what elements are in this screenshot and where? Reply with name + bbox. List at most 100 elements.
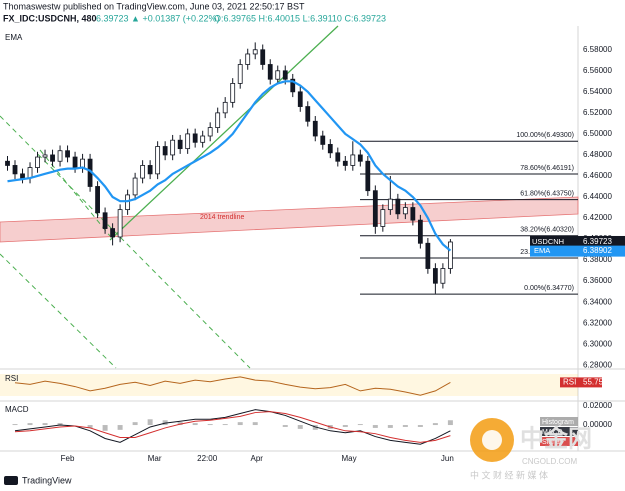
candle-body [417, 219, 423, 244]
fib-label: 78.60%(6.46191) [520, 165, 574, 172]
histogram-bar [417, 425, 423, 427]
candle-body [147, 165, 153, 175]
histogram-bar [42, 423, 48, 426]
candle-body [102, 212, 108, 229]
uptrend-line [109, 25, 339, 241]
candle-body [380, 209, 386, 227]
histogram-bar [27, 423, 33, 426]
x-tick-label: Jun [441, 454, 454, 463]
trendline-channel [0, 196, 579, 243]
histogram-bar [372, 425, 378, 428]
channel-line [39, 149, 111, 237]
candle-body [20, 173, 25, 179]
candle-body [395, 198, 401, 215]
watermark-site: CNGOLD.COM [522, 457, 577, 466]
candle-body [5, 160, 10, 166]
histogram-bar [297, 425, 303, 429]
candle-body [335, 152, 341, 162]
candle-body [447, 241, 453, 269]
histogram-bar [282, 425, 288, 427]
footer-logo [4, 476, 18, 485]
candle-body [140, 165, 146, 179]
histogram-bar [132, 422, 138, 426]
rsi-box-name: RSI [563, 378, 576, 387]
legend-box [540, 427, 578, 436]
y-tick-label: 6.42000 [583, 213, 612, 222]
indicator-label: EMA [5, 33, 23, 42]
histogram-bar [12, 424, 18, 426]
candle-body [275, 70, 281, 80]
candle-body [207, 127, 213, 137]
x-tick-label: 22:00 [197, 454, 218, 463]
legend-label: Histogram [542, 419, 574, 426]
candle-body [80, 158, 85, 168]
y-tick-label: 6.50000 [583, 129, 612, 138]
candle-body [320, 135, 326, 145]
rsi-box [560, 377, 602, 388]
candle-body [342, 160, 348, 166]
histogram-bar [447, 420, 453, 426]
candle-body [372, 190, 378, 227]
histogram-bar [402, 425, 408, 427]
price-box [530, 235, 625, 247]
y-tick-label: 6.28000 [583, 360, 612, 369]
histogram-bar [342, 425, 348, 427]
macd-line [14, 409, 451, 445]
candle-body [72, 156, 78, 168]
x-tick-label: Mar [148, 454, 162, 463]
candle-body [290, 78, 296, 93]
y-tick-label: 6.32000 [583, 318, 612, 327]
candle-body [200, 135, 206, 143]
histogram-bar [117, 425, 123, 430]
y-tick-label: 6.54000 [583, 87, 612, 96]
candle-body [237, 64, 243, 84]
y-tick-label: 0.00000 [583, 420, 612, 429]
macd-line [14, 411, 451, 443]
candle-body [410, 207, 416, 221]
candle-body [222, 101, 228, 114]
y-tick-label: 6.44000 [583, 192, 612, 201]
candle-body [282, 70, 288, 80]
pane-title: MACD [5, 405, 29, 414]
fib-label: 61.80%(6.43750) [520, 190, 574, 197]
candle-body [110, 228, 115, 238]
y-tick-label: 6.30000 [583, 339, 612, 348]
candle-body [440, 268, 446, 284]
candle-body [215, 112, 221, 128]
candle-body [95, 186, 100, 214]
x-tick-label: Feb [61, 454, 75, 463]
candle-body [192, 133, 198, 143]
channel-line [0, 253, 117, 369]
histogram-bar [207, 424, 213, 426]
y-tick-label: 6.56000 [583, 66, 612, 75]
y-tick-label: 6.58000 [583, 45, 612, 54]
candle-body [432, 268, 438, 284]
candle-body [252, 49, 258, 55]
candle-body [230, 83, 236, 103]
footer-logo-text: TradingView [22, 475, 72, 485]
candle-body [42, 154, 48, 158]
candle-body [177, 139, 183, 150]
histogram-bar [102, 425, 108, 431]
price-change: 6.39723 ▲ +0.01387 (+0.22%) [96, 13, 220, 23]
candle-body [35, 156, 40, 168]
fib-label: 38.20%(6.40320) [520, 227, 574, 234]
histogram-bar [387, 425, 393, 428]
candle-body [12, 165, 18, 175]
candle-body [350, 154, 356, 166]
candle-body [65, 150, 70, 158]
candle-body [305, 106, 311, 122]
candle-body [357, 154, 363, 162]
ohlc: O:6.39765 H:6.40015 L:6.39110 C:6.39723 [214, 13, 386, 23]
candle-body [267, 64, 273, 80]
y-tick-label: 6.48000 [583, 150, 612, 159]
watermark-brand: 中金网 [520, 424, 592, 452]
watermark-tagline: 中 文 财 经 新 媒 体 [470, 469, 548, 480]
histogram-bar [192, 423, 198, 426]
histogram-bar [222, 424, 228, 426]
y-tick-label: 6.36000 [583, 276, 612, 285]
candle-body [425, 242, 431, 269]
candle-body [312, 120, 318, 137]
candle-body [155, 146, 161, 175]
